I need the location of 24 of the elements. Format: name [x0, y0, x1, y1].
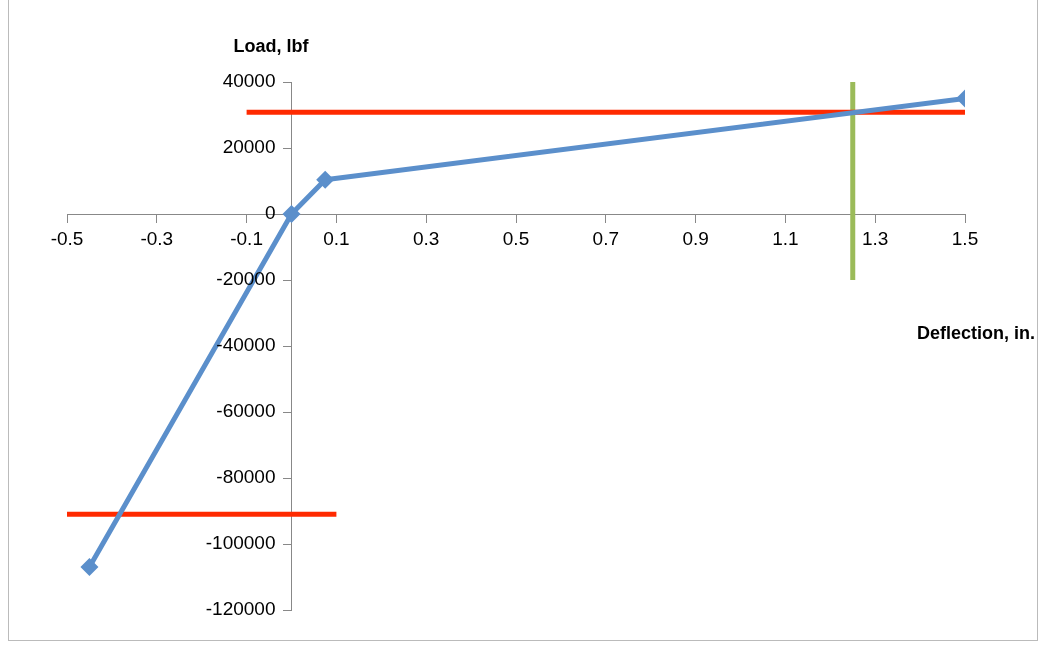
y-tick-label: 40000	[222, 70, 276, 92]
y-tick-label: -100000	[205, 532, 276, 554]
y-axis-title: Load, lbf	[233, 35, 310, 56]
point	[316, 170, 335, 189]
y-tick-label: -120000	[205, 598, 276, 620]
x-tick-label: 0.7	[592, 227, 620, 249]
x-tick-label: 1.3	[861, 227, 889, 249]
x-tick-label: -0.1	[230, 227, 263, 249]
point	[80, 558, 99, 577]
x-tick-label: 1.5	[951, 227, 979, 249]
y-tick-label: 20000	[222, 136, 276, 158]
y-tick-label: -80000	[216, 466, 276, 488]
x-tick-label: -0.5	[50, 227, 84, 249]
point	[282, 205, 301, 223]
x-tick-label: 1.1	[772, 227, 799, 249]
x-tick-label: -0.3	[140, 227, 174, 249]
x-tick-label: 0.9	[682, 227, 709, 249]
y-tick-label: 0	[264, 202, 276, 224]
y-tick-label: -60000	[216, 400, 276, 422]
x-axis-title: Deflection, in.	[916, 322, 1035, 343]
x-tick-label: 0.5	[502, 227, 530, 249]
y-tick-label: -40000	[216, 334, 276, 356]
x-tick-label: 0.3	[412, 227, 440, 249]
x-tick-label: 0.1	[323, 227, 350, 249]
